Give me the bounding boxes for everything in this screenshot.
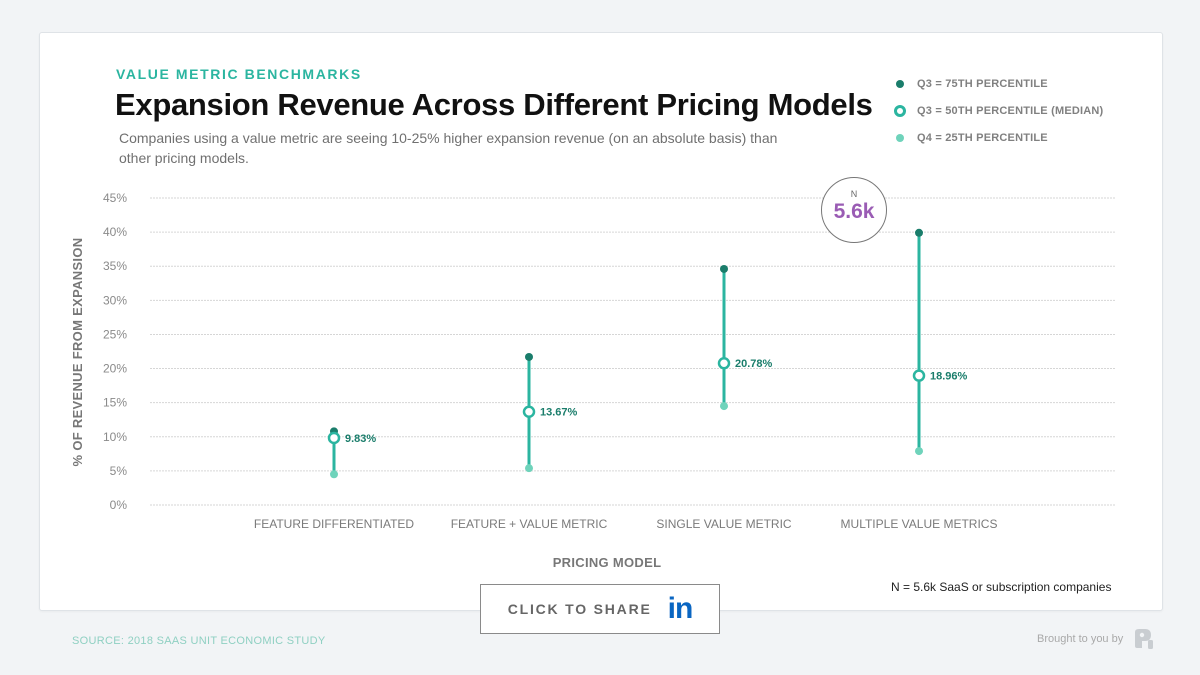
legend-item-75th: Q3 = 75TH PERCENTILE	[890, 70, 1103, 97]
median-value-label: 18.96%	[930, 371, 968, 383]
q1-25th-dot	[915, 447, 923, 456]
y-tick-label: 15%	[103, 396, 127, 410]
chart-card	[39, 32, 1163, 611]
legend-label: Q3 = 50TH PERCENTILE (MEDIAN)	[917, 104, 1104, 117]
x-category-label: MULTIPLE VALUE METRICS	[841, 517, 998, 531]
y-tick-label: 45%	[103, 191, 127, 205]
eyebrow-label: VALUE METRIC BENCHMARKS	[116, 66, 362, 82]
median-dot	[522, 405, 536, 418]
y-tick-label: 0%	[110, 498, 128, 512]
median-dot	[912, 369, 926, 382]
y-tick-label: 30%	[103, 293, 127, 307]
y-tick-label: 25%	[103, 327, 127, 341]
median-dot	[717, 356, 731, 370]
y-tick-label: 5%	[110, 464, 128, 478]
badge-value: 5.6k	[833, 200, 875, 223]
filled-light-dot-icon	[890, 133, 910, 142]
y-axis-title: % OF REVENUE FROM EXPANSION	[70, 238, 85, 467]
x-axis-title: PRICING MODEL	[553, 555, 662, 570]
median-value-label: 13.67%	[540, 407, 578, 419]
share-label: CLICK TO SHARE	[507, 601, 652, 617]
brought-by-label: Brought to you by	[1037, 633, 1124, 645]
badge-letter: N	[850, 189, 858, 199]
legend-item-25th: Q4 = 25TH PERCENTILE	[890, 124, 1103, 151]
share-button[interactable]: CLICK TO SHARE in	[480, 584, 720, 634]
hollow-ring-icon	[890, 104, 910, 117]
filled-dark-dot-icon	[890, 79, 910, 88]
legend-label: Q3 = 75TH PERCENTILE	[917, 77, 1048, 90]
x-category-label: FEATURE DIFFERENTIATED	[254, 517, 415, 531]
legend-item-median: Q3 = 50TH PERCENTILE (MEDIAN)	[890, 97, 1103, 124]
linkedin-icon: in	[667, 592, 694, 625]
q3-75th-dot	[915, 228, 923, 237]
x-category-label: SINGLE VALUE METRIC	[656, 517, 791, 531]
y-tick-label: 20%	[103, 362, 127, 376]
chart-title: Expansion Revenue Across Different Prici…	[115, 87, 873, 122]
source-note: SOURCE: 2018 SAAS UNIT ECONOMIC STUDY	[72, 635, 326, 647]
q3-75th-dot	[720, 264, 728, 273]
y-tick-label: 35%	[103, 259, 127, 273]
median-dot	[327, 431, 341, 445]
q1-25th-dot	[525, 464, 533, 473]
median-value-label: 20.78%	[735, 358, 773, 370]
sample-size-badge: N 5.6k	[821, 177, 887, 243]
y-tick-label: 40%	[103, 225, 127, 239]
profitwell-logo-icon[interactable]	[1133, 628, 1155, 650]
chart-subtitle: Companies using a value metric are seein…	[119, 130, 778, 166]
y-tick-label: 10%	[103, 430, 127, 444]
legend-label: Q4 = 25TH PERCENTILE	[917, 131, 1048, 144]
legend: Q3 = 75TH PERCENTILE Q3 = 50TH PERCENTIL…	[890, 70, 1103, 151]
sample-size-note: N = 5.6k SaaS or subscription companies	[891, 580, 1112, 594]
median-value-label: 9.83%	[345, 433, 376, 445]
q3-75th-dot	[525, 352, 533, 361]
x-category-label: FEATURE + VALUE METRIC	[451, 517, 608, 531]
q1-25th-dot	[720, 402, 728, 411]
q1-25th-dot	[330, 470, 338, 479]
